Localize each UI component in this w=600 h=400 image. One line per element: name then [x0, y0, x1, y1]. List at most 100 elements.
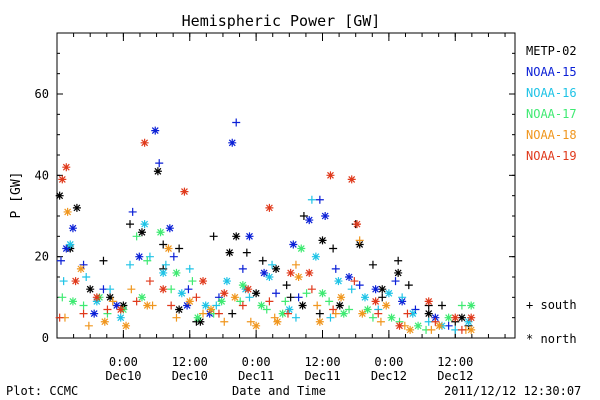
data-point-north	[435, 321, 444, 330]
data-point-south	[350, 277, 359, 286]
data-point-north	[62, 163, 71, 172]
data-point-south	[431, 317, 440, 326]
data-point-north	[334, 277, 343, 286]
data-point-south	[457, 325, 466, 334]
data-point-north	[326, 171, 335, 180]
data-point-north	[86, 285, 95, 294]
data-point-south	[355, 281, 364, 290]
data-point-north	[355, 240, 364, 249]
data-point-north	[353, 220, 362, 229]
data-point-south	[270, 313, 279, 322]
data-point-north	[252, 289, 261, 298]
data-point-north	[395, 321, 404, 330]
data-point-north	[180, 187, 189, 196]
data-point-north	[252, 321, 261, 330]
data-point-north	[230, 293, 239, 302]
data-point-south	[214, 309, 223, 318]
data-point-north	[217, 297, 226, 306]
south-marker-label: south	[540, 298, 577, 312]
data-point-south	[228, 309, 237, 318]
data-point-south	[127, 285, 136, 294]
data-point-south	[236, 297, 245, 306]
data-point-south	[299, 212, 308, 220]
data-point-north	[76, 264, 85, 273]
data-point-south	[391, 277, 400, 286]
data-point-north	[106, 293, 115, 302]
north-marker-label: north	[540, 332, 577, 346]
data-point-north	[135, 252, 144, 261]
data-point-north	[335, 301, 344, 310]
data-point-south	[326, 313, 335, 322]
data-point-north	[464, 317, 473, 326]
data-point-north	[137, 293, 146, 302]
data-point-north	[467, 325, 476, 334]
data-point-north	[112, 301, 121, 310]
data-point-south	[347, 285, 356, 294]
x-tick-date-label: Dec11	[238, 369, 274, 383]
data-point-north	[122, 321, 131, 330]
data-point-south	[145, 252, 154, 261]
data-point-south	[55, 313, 64, 322]
data-point-north	[278, 309, 287, 318]
legend-entry: NOAA-16	[526, 86, 577, 100]
data-point-south	[185, 264, 194, 273]
y-axis-label: P [GW]	[9, 172, 24, 219]
data-point-north	[228, 138, 237, 147]
data-point-south	[368, 260, 377, 269]
data-point-north	[62, 244, 71, 253]
data-point-south	[84, 321, 93, 330]
data-point-south	[457, 301, 466, 310]
data-point-south	[291, 260, 300, 269]
data-point-north	[183, 301, 192, 310]
data-point-north	[363, 305, 372, 314]
data-point-north	[92, 293, 101, 302]
data-point-north	[172, 268, 181, 277]
data-point-south	[79, 301, 88, 310]
marker-key-south: + south	[526, 298, 577, 312]
data-point-south	[329, 305, 338, 314]
data-point-south	[188, 277, 197, 286]
plot-credit: Plot: CCMC	[6, 384, 79, 398]
x-tick-time-label: 12:00	[304, 355, 340, 369]
data-point-south	[103, 305, 112, 314]
data-point-south	[79, 309, 88, 318]
data-point-south	[368, 313, 377, 322]
data-point-south	[184, 285, 193, 294]
data-point-south	[108, 297, 117, 306]
data-point-north	[244, 285, 253, 294]
data-point-north	[245, 232, 254, 241]
data-point-north	[137, 228, 146, 237]
y-tick-label: 0	[42, 331, 49, 345]
data-point-north	[55, 191, 64, 200]
x-tick-date-label: Dec10	[172, 369, 208, 383]
y-tick-label: 40	[35, 168, 49, 182]
marker-key-north: * north	[526, 332, 577, 346]
data-point-north	[398, 297, 407, 306]
chart-marks: 02040600:00Dec1012:00Dec100:00Dec1112:00…	[35, 32, 515, 383]
data-point-north	[286, 268, 295, 277]
data-point-north	[382, 301, 391, 310]
data-point-north	[90, 309, 99, 318]
data-point-north	[272, 264, 281, 273]
data-point-north	[71, 277, 80, 286]
x-tick-time-label: 0:00	[242, 355, 271, 369]
data-point-south	[161, 260, 170, 269]
data-point-north	[116, 305, 125, 314]
data-point-south	[331, 264, 340, 273]
data-point-south	[145, 277, 154, 286]
data-point-south	[398, 293, 407, 302]
data-point-south	[175, 244, 184, 253]
data-point-north	[424, 297, 433, 306]
legend-entry: METP-02	[526, 44, 577, 58]
data-point-north	[140, 138, 149, 147]
data-point-north	[193, 313, 202, 322]
data-point-south	[132, 297, 141, 306]
data-point-north	[273, 317, 282, 326]
data-point-south	[345, 305, 354, 314]
data-point-south	[192, 293, 201, 302]
data-point-north	[225, 248, 234, 257]
legend-entry: NOAA-15	[526, 65, 577, 79]
data-point-north	[371, 297, 380, 306]
data-point-south	[268, 260, 277, 269]
data-point-south	[355, 236, 364, 245]
